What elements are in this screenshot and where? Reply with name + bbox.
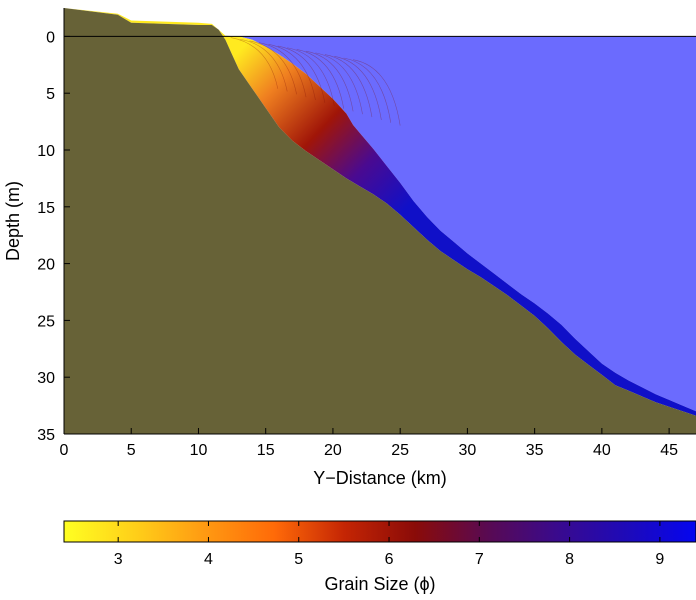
colorbar: 3 4 5 6 7 8 9 Grain Size (ϕ) [63, 520, 696, 594]
y-tick-label: 5 [46, 86, 55, 103]
water-area [225, 35, 696, 434]
x-tick-label: 10 [190, 442, 208, 459]
deposit-streak [353, 59, 401, 126]
deposit-streak [258, 42, 307, 98]
axes-frame [63, 8, 696, 435]
colorbar-tick-label: 8 [565, 551, 574, 568]
y-tick-label: 10 [37, 143, 55, 160]
deposit-streak [324, 54, 373, 118]
deposit-streak [334, 55, 382, 120]
y-tick-label: 30 [37, 370, 55, 387]
y-tick-label: 25 [37, 313, 55, 330]
x-tick-label: 35 [526, 442, 544, 459]
x-tick-label: 15 [257, 442, 275, 459]
colorbar-label: Grain Size (ϕ) [324, 574, 435, 594]
plot-area [64, 8, 696, 434]
y-axis-label: Depth (m) [3, 181, 23, 261]
x-tick-label: 25 [391, 442, 409, 459]
colorbar-tick-label: 7 [475, 551, 484, 568]
colorbar-gradient [63, 520, 696, 543]
colorbar-tick-label: 4 [204, 551, 213, 568]
deposit-streak [230, 37, 279, 89]
x-tick-label: 40 [593, 442, 611, 459]
deposit-texture [230, 37, 401, 126]
colorbar-ticks: 3 4 5 6 7 8 9 [114, 521, 664, 568]
colorbar-tick-label: 6 [385, 551, 394, 568]
x-tick-label: 0 [60, 442, 69, 459]
deposit-streak [249, 40, 297, 95]
colorbar-tick-label: 5 [294, 551, 303, 568]
x-tick-label: 20 [324, 442, 342, 459]
colorbar-tick-label: 9 [655, 551, 664, 568]
x-axis-label: Y−Distance (km) [313, 468, 447, 488]
deposit-streak [268, 44, 316, 101]
y-tick-label: 15 [37, 200, 55, 217]
x-tick-label: 30 [459, 442, 477, 459]
x-tick-label: 45 [660, 442, 678, 459]
y-tick-label: 0 [46, 29, 55, 46]
y-axis-ticks: 0 5 10 15 20 25 30 35 [37, 29, 70, 444]
deposit-streak [240, 38, 288, 92]
sediment-deposit-area [64, 8, 696, 416]
deposit-streak [315, 52, 363, 115]
deposit-streak [287, 47, 335, 106]
deposit-streak [296, 49, 344, 109]
colorbar-tick-label: 3 [114, 551, 123, 568]
y-tick-label: 35 [37, 427, 55, 444]
deposit-streak [305, 50, 354, 112]
deposit-streak [277, 45, 326, 103]
x-tick-label: 5 [127, 442, 136, 459]
deposit-streak [343, 57, 392, 123]
seabed-area [64, 8, 696, 434]
x-axis-ticks: 0 5 10 15 20 25 30 35 40 45 [60, 428, 678, 459]
y-tick-label: 20 [37, 257, 55, 274]
